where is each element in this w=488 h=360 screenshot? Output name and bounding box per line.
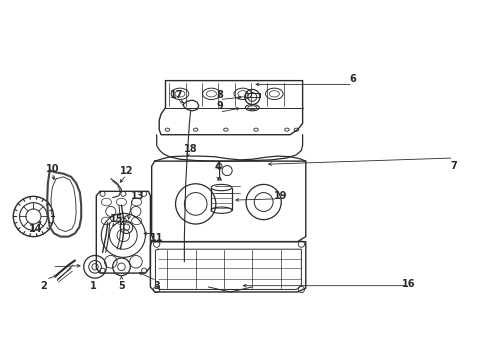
Text: 15: 15 [110, 214, 123, 224]
Text: 16: 16 [401, 279, 414, 289]
Text: 9: 9 [216, 101, 223, 111]
Text: 19: 19 [273, 191, 287, 201]
Text: 12: 12 [120, 166, 133, 176]
Text: 1: 1 [90, 281, 97, 291]
Text: 7: 7 [449, 161, 456, 171]
Text: 11: 11 [150, 233, 163, 243]
Text: 6: 6 [349, 75, 356, 84]
Text: 5: 5 [118, 281, 124, 291]
Text: 4: 4 [214, 162, 221, 172]
Text: 14: 14 [28, 224, 42, 234]
Text: 3: 3 [153, 281, 160, 291]
Text: 8: 8 [216, 90, 223, 100]
Text: 13: 13 [131, 191, 144, 201]
Text: 17: 17 [170, 90, 183, 100]
Text: 10: 10 [45, 164, 59, 174]
Text: 2: 2 [40, 281, 47, 291]
Text: 18: 18 [183, 144, 197, 154]
